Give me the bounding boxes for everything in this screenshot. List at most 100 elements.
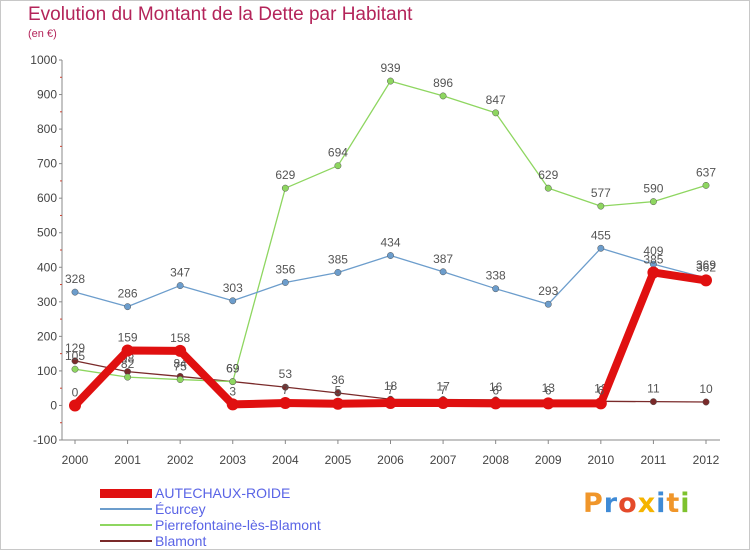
legend-swatch (100, 489, 152, 498)
x-tick-label: 2011 (641, 453, 667, 467)
data-label: 847 (486, 93, 506, 107)
data-label: 637 (696, 165, 716, 179)
data-point (597, 244, 605, 252)
data-point (176, 376, 184, 383)
data-point (437, 397, 450, 410)
data-label: 0 (72, 385, 79, 399)
data-label: 455 (591, 228, 611, 242)
y-tick-label: -100 (33, 433, 57, 447)
data-label: 7 (387, 383, 394, 397)
data-point (702, 181, 710, 189)
x-tick-label: 2001 (114, 453, 141, 467)
data-label: 6 (492, 383, 499, 397)
data-point (597, 202, 605, 210)
data-point (702, 398, 710, 406)
x-tick-label: 2003 (219, 453, 246, 467)
legend-label: Pierrefontaine-lès-Blamont (155, 517, 321, 533)
data-point (334, 162, 342, 170)
x-tick-label: 2010 (587, 453, 614, 467)
y-tick-label: 1000 (30, 53, 57, 67)
data-label: 409 (643, 244, 663, 258)
data-label: 369 (696, 258, 716, 272)
data-label: 11 (647, 382, 660, 396)
data-label: 590 (643, 182, 663, 196)
data-point (71, 288, 79, 296)
data-point (439, 92, 447, 100)
data-label: 362 (696, 260, 716, 274)
data-point (439, 268, 447, 276)
data-point (544, 300, 552, 308)
data-point (121, 344, 134, 357)
data-label: 434 (380, 236, 400, 250)
proxiti-logo: Proxiti (583, 488, 691, 519)
chart-subtitle: (en €) (28, 28, 57, 40)
data-point (281, 383, 289, 391)
logo-letter: P (583, 488, 604, 519)
axes: -100010020030040050060070080090010002000… (30, 53, 720, 467)
logo-letter: i (656, 488, 667, 519)
legend-swatch (100, 508, 152, 510)
x-tick-label: 2012 (693, 453, 720, 467)
data-point (281, 184, 289, 192)
data-point (124, 303, 132, 311)
data-point (331, 397, 344, 410)
data-point (492, 109, 500, 117)
data-label: 629 (275, 168, 295, 182)
data-label: 385 (328, 252, 348, 266)
data-point (226, 398, 239, 411)
data-label: 939 (380, 61, 400, 75)
logo-letter: x (637, 488, 657, 519)
data-label: 6 (545, 383, 552, 397)
legend-swatch (100, 540, 152, 542)
data-point (281, 279, 289, 286)
x-tick-label: 2007 (430, 453, 457, 467)
data-point (124, 373, 132, 381)
data-label: 82 (121, 357, 135, 371)
data-point (649, 198, 657, 206)
legend-label: Écurcey (155, 501, 206, 517)
data-point (647, 266, 660, 279)
data-label: 896 (433, 76, 453, 90)
data-label: 18 (384, 379, 398, 393)
y-tick-label: 500 (37, 226, 57, 240)
y-tick-label: 600 (37, 191, 57, 205)
x-tick-label: 2009 (535, 453, 562, 467)
data-label: 629 (538, 168, 558, 182)
data-label: 338 (486, 269, 506, 283)
data-label: 17 (436, 380, 450, 394)
data-label: 13 (542, 381, 556, 395)
x-tick-label: 2000 (62, 453, 89, 467)
logo-letter: t (666, 488, 681, 519)
data-label: 293 (538, 284, 558, 298)
data-label: 577 (591, 186, 611, 200)
data-label: 7 (282, 383, 289, 397)
data-point (334, 389, 342, 397)
y-tick-label: 700 (37, 157, 57, 171)
y-tick-label: 100 (37, 364, 57, 378)
data-label: 16 (489, 380, 503, 394)
x-tick-label: 2008 (482, 453, 509, 467)
data-label: 159 (118, 331, 138, 345)
data-point (649, 398, 657, 406)
data-point (69, 399, 81, 412)
data-label: 129 (65, 341, 85, 355)
y-tick-label: 400 (37, 260, 57, 274)
data-label: 69 (226, 362, 240, 376)
data-label: 286 (118, 287, 138, 301)
data-label: 3 (229, 384, 236, 398)
data-point (384, 397, 397, 410)
data-label: 303 (223, 281, 243, 295)
data-label: 75 (173, 360, 187, 374)
x-tick-label: 2002 (167, 453, 194, 467)
x-tick-label: 2005 (325, 453, 352, 467)
legend-label: Blamont (155, 533, 207, 549)
data-label: 694 (328, 146, 348, 160)
data-label: 158 (170, 331, 190, 345)
data-point (71, 357, 79, 365)
logo-letter: o (618, 488, 638, 519)
data-label: 10 (699, 382, 713, 396)
data-point (334, 269, 342, 276)
y-tick-label: 800 (37, 122, 57, 136)
y-tick-label: 900 (37, 88, 57, 102)
